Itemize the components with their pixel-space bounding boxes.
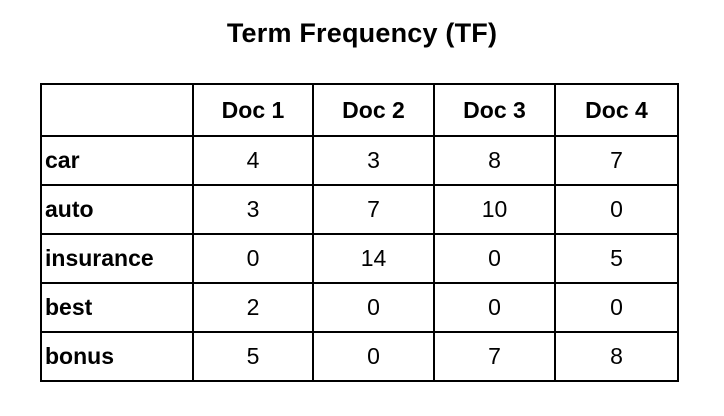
cell-insurance-doc-1: 0 [192,233,314,284]
cell-insurance-doc-2: 14 [312,233,435,284]
column-header-doc-4: Doc 4 [554,83,679,137]
row-label-auto: auto [40,184,194,235]
cell-auto-doc-1: 3 [192,184,314,235]
row-label-best: best [40,282,194,333]
column-header-doc-3: Doc 3 [433,83,556,137]
column-header-doc-2: Doc 2 [312,83,435,137]
cell-insurance-doc-3: 0 [433,233,556,284]
table-row-insurance: insurance 0 14 0 5 [40,233,679,284]
cell-auto-doc-4: 0 [554,184,679,235]
cell-auto-doc-2: 7 [312,184,435,235]
table-row-best: best 2 0 0 0 [40,282,679,333]
cell-best-doc-1: 2 [192,282,314,333]
cell-best-doc-2: 0 [312,282,435,333]
cell-bonus-doc-4: 8 [554,331,679,382]
term-frequency-table: Doc 1 Doc 2 Doc 3 Doc 4 car 4 3 8 7 auto… [40,83,679,382]
cell-bonus-doc-3: 7 [433,331,556,382]
cell-car-doc-4: 7 [554,135,679,186]
corner-cell [40,83,194,137]
row-label-insurance: insurance [40,233,194,284]
table-title: Term Frequency (TF) [226,18,498,48]
table-row-auto: auto 3 7 10 0 [40,184,679,235]
cell-best-doc-4: 0 [554,282,679,333]
cell-car-doc-3: 8 [433,135,556,186]
cell-bonus-doc-1: 5 [192,331,314,382]
header-row: Doc 1 Doc 2 Doc 3 Doc 4 [40,83,679,137]
cell-best-doc-3: 0 [433,282,556,333]
column-header-doc-1: Doc 1 [192,83,314,137]
row-label-car: car [40,135,194,186]
cell-auto-doc-3: 10 [433,184,556,235]
cell-bonus-doc-2: 0 [312,331,435,382]
table-row-car: car 4 3 8 7 [40,135,679,186]
cell-insurance-doc-4: 5 [554,233,679,284]
cell-car-doc-2: 3 [312,135,435,186]
table-row-bonus: bonus 5 0 7 8 [40,331,679,382]
cell-car-doc-1: 4 [192,135,314,186]
row-label-bonus: bonus [40,331,194,382]
